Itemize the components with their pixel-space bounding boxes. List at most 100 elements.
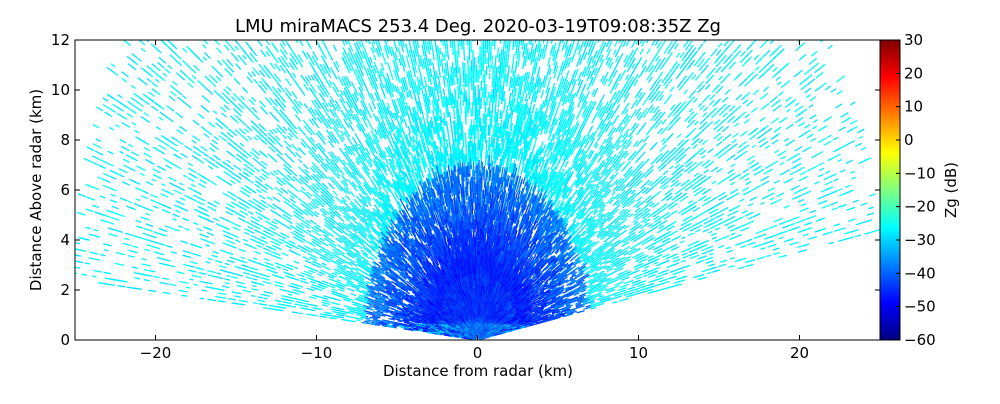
reflectivity-gate bbox=[739, 198, 745, 202]
reflectivity-gate bbox=[575, 305, 585, 310]
reflectivity-gate bbox=[677, 153, 687, 163]
reflectivity-gate bbox=[626, 76, 634, 88]
reflectivity-gate bbox=[711, 266, 718, 270]
reflectivity-gate bbox=[717, 213, 725, 218]
reflectivity-gate bbox=[582, 266, 588, 271]
reflectivity-gate bbox=[804, 123, 811, 129]
reflectivity-gate bbox=[805, 129, 811, 134]
reflectivity-gate bbox=[808, 133, 814, 138]
reflectivity-gate bbox=[605, 48, 612, 61]
reflectivity-gate bbox=[711, 107, 718, 113]
reflectivity-gate bbox=[671, 178, 676, 184]
reflectivity-gate bbox=[715, 61, 721, 68]
reflectivity-gate bbox=[823, 177, 829, 181]
reflectivity-gate bbox=[669, 86, 675, 93]
reflectivity-gate bbox=[773, 251, 780, 256]
reflectivity-gate bbox=[831, 190, 837, 194]
reflectivity-gate bbox=[648, 273, 657, 278]
reflectivity-gate bbox=[651, 278, 660, 283]
reflectivity-gate bbox=[681, 252, 688, 256]
reflectivity-gate bbox=[717, 154, 723, 159]
reflectivity-gate bbox=[552, 286, 560, 292]
reflectivity-gate bbox=[550, 290, 561, 297]
reflectivity-gate bbox=[750, 40, 756, 47]
reflectivity-gate bbox=[746, 100, 754, 107]
reflectivity-gate bbox=[586, 257, 596, 264]
reflectivity-gate bbox=[602, 138, 607, 145]
reflectivity-gate bbox=[668, 133, 674, 139]
reflectivity-gate bbox=[638, 260, 644, 264]
reflectivity-gate bbox=[660, 153, 670, 163]
reflectivity-gate bbox=[525, 304, 532, 310]
reflectivity-gate bbox=[745, 56, 753, 63]
reflectivity-gate bbox=[615, 239, 621, 244]
reflectivity-gate bbox=[525, 319, 531, 323]
reflectivity-gate bbox=[528, 294, 536, 301]
reflectivity-gate bbox=[868, 206, 874, 210]
reflectivity-gate bbox=[737, 241, 744, 246]
reflectivity-gate bbox=[647, 288, 653, 292]
reflectivity-gate bbox=[618, 263, 627, 269]
reflectivity-gate bbox=[796, 166, 805, 172]
reflectivity-gate bbox=[533, 295, 542, 302]
reflectivity-gate bbox=[698, 64, 705, 71]
reflectivity-gate bbox=[702, 112, 708, 118]
reflectivity-gate bbox=[532, 300, 541, 306]
reflectivity-gate bbox=[593, 130, 598, 137]
reflectivity-gate bbox=[642, 207, 649, 213]
reflectivity-gate bbox=[584, 90, 590, 102]
reflectivity-gate bbox=[625, 270, 632, 275]
reflectivity-gate bbox=[795, 162, 802, 168]
reflectivity-gate bbox=[613, 232, 620, 238]
reflectivity-gate bbox=[664, 230, 672, 236]
reflectivity-gate bbox=[711, 221, 717, 225]
reflectivity-gate bbox=[609, 296, 617, 301]
reflectivity-gate bbox=[629, 49, 634, 57]
reflectivity-gate bbox=[674, 43, 679, 50]
reflectivity-gate bbox=[750, 73, 759, 81]
reflectivity-gate bbox=[749, 196, 758, 202]
reflectivity-gate bbox=[559, 287, 566, 292]
reflectivity-gate bbox=[615, 261, 626, 268]
reflectivity-gate bbox=[622, 102, 630, 113]
reflectivity-gate bbox=[638, 290, 647, 295]
reflectivity-gate bbox=[677, 269, 686, 274]
reflectivity-gate bbox=[631, 63, 636, 69]
reflectivity-gate bbox=[620, 287, 626, 291]
reflectivity-gate bbox=[699, 104, 706, 111]
reflectivity-gate bbox=[539, 297, 548, 303]
reflectivity-gate bbox=[668, 78, 673, 84]
reflectivity-gate bbox=[562, 279, 569, 284]
reflectivity-gate bbox=[866, 212, 875, 216]
reflectivity-gate bbox=[824, 85, 832, 91]
reflectivity-gate bbox=[747, 211, 754, 216]
reflectivity-gate bbox=[632, 215, 642, 223]
reflectivity-gate bbox=[680, 259, 686, 263]
reflectivity-gate bbox=[800, 217, 810, 222]
reflectivity-gate bbox=[577, 262, 588, 271]
reflectivity-gate bbox=[623, 241, 630, 246]
reflectivity-gate bbox=[624, 258, 631, 263]
reflectivity-gate bbox=[611, 254, 617, 259]
reflectivity-gate bbox=[752, 213, 761, 218]
reflectivity-gate bbox=[798, 132, 807, 138]
reflectivity-gate bbox=[768, 235, 775, 239]
reflectivity-gate bbox=[703, 169, 709, 174]
reflectivity-gate bbox=[649, 164, 655, 170]
reflectivity-gate bbox=[701, 200, 711, 207]
reflectivity-gate bbox=[611, 191, 616, 196]
reflectivity-gate bbox=[718, 218, 723, 222]
reflectivity-gate bbox=[599, 250, 605, 255]
reflectivity-gate bbox=[673, 281, 680, 284]
reflectivity-gate bbox=[741, 144, 750, 151]
reflectivity-gate bbox=[661, 280, 670, 285]
reflectivity-gate bbox=[734, 50, 742, 58]
reflectivity-gate bbox=[756, 133, 765, 140]
reflectivity-gate bbox=[798, 121, 805, 127]
reflectivity-gate bbox=[850, 170, 856, 174]
reflectivity-gate bbox=[655, 55, 660, 62]
reflectivity-gate bbox=[738, 144, 743, 149]
reflectivity-gate bbox=[613, 104, 621, 115]
reflectivity-gate bbox=[858, 135, 864, 140]
reflectivity-gate bbox=[767, 187, 775, 192]
